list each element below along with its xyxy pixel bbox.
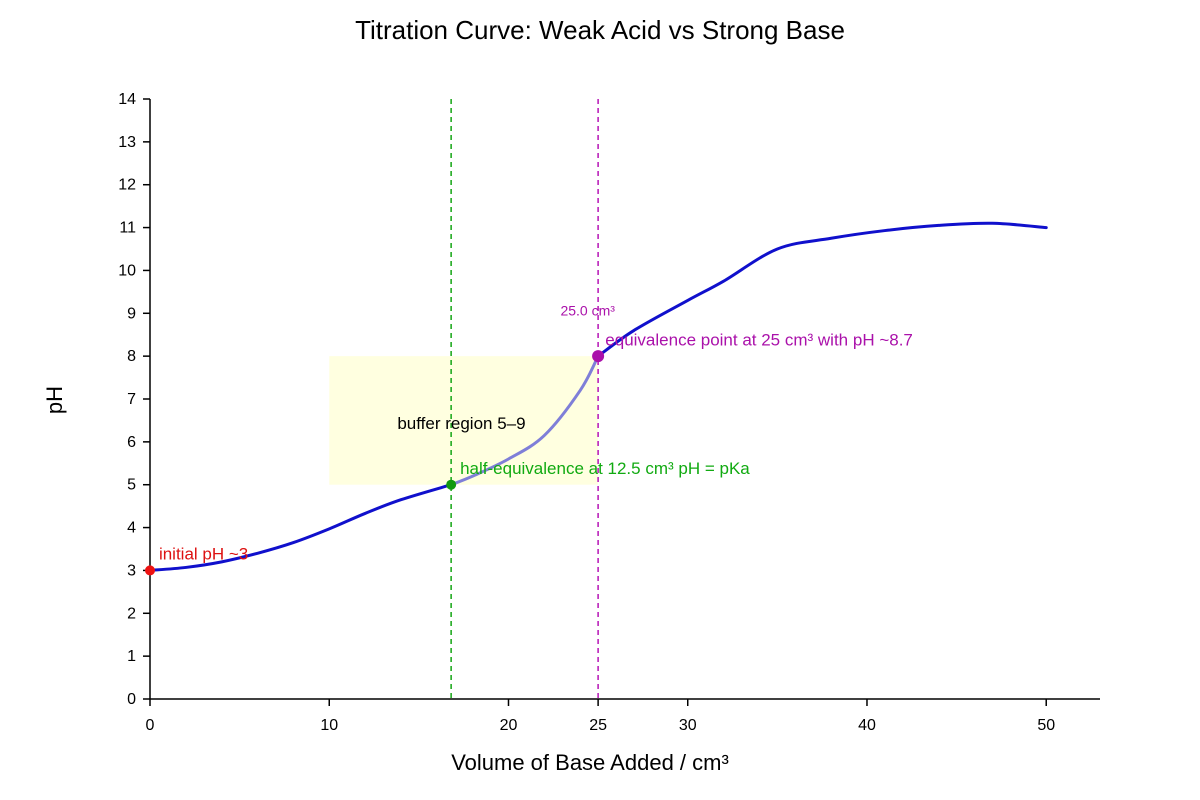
y-tick-label: 11 bbox=[119, 220, 136, 237]
y-tick-label: 5 bbox=[127, 477, 136, 494]
annotation-4: buffer region 5–9 bbox=[397, 414, 525, 433]
x-tick-label: 10 bbox=[320, 717, 338, 734]
y-tick-label: 12 bbox=[118, 177, 136, 194]
annotation-2: equivalence point at 25 cm³ with pH ~8.7 bbox=[605, 330, 913, 349]
y-tick-label: 7 bbox=[127, 391, 136, 408]
y-tick-label: 3 bbox=[127, 562, 136, 579]
x-tick-label: 30 bbox=[679, 717, 697, 734]
y-tick-label: 10 bbox=[118, 262, 136, 279]
annotation-0: initial pH ~3 bbox=[159, 545, 248, 564]
y-tick-label: 14 bbox=[118, 91, 136, 108]
y-axis-label: pH bbox=[42, 386, 67, 414]
y-tick-label: 6 bbox=[127, 434, 136, 451]
chart-title: Titration Curve: Weak Acid vs Strong Bas… bbox=[355, 15, 845, 45]
annotation-3: 25.0 cm³ bbox=[560, 302, 615, 318]
x-tick-label: 20 bbox=[500, 717, 518, 734]
key-point-1 bbox=[446, 479, 457, 490]
x-tick-label: 0 bbox=[146, 717, 155, 734]
y-tick-label: 13 bbox=[118, 134, 136, 151]
x-tick-label: 50 bbox=[1037, 717, 1055, 734]
x-tick-label: 25 bbox=[589, 717, 607, 734]
titration-curve-segment-1 bbox=[449, 354, 600, 487]
y-tick-label: 1 bbox=[127, 648, 136, 665]
x-axis-label: Volume of Base Added / cm³ bbox=[451, 750, 729, 775]
buffer-region bbox=[329, 356, 599, 485]
x-tick-label: 40 bbox=[858, 717, 876, 734]
annotation-1: half-equivalence at 12.5 cm³ pH = pKa bbox=[460, 459, 750, 478]
y-tick-label: 8 bbox=[127, 348, 136, 365]
y-tick-label: 9 bbox=[127, 305, 136, 322]
key-point-0 bbox=[145, 565, 155, 576]
titration-curve-segment-2 bbox=[596, 221, 1048, 358]
y-tick-label: 2 bbox=[127, 605, 136, 622]
y-tick-label: 0 bbox=[127, 691, 136, 708]
y-tick-label: 4 bbox=[127, 520, 136, 537]
titration-curve-segment-0 bbox=[148, 483, 453, 572]
key-point-2 bbox=[592, 350, 605, 363]
